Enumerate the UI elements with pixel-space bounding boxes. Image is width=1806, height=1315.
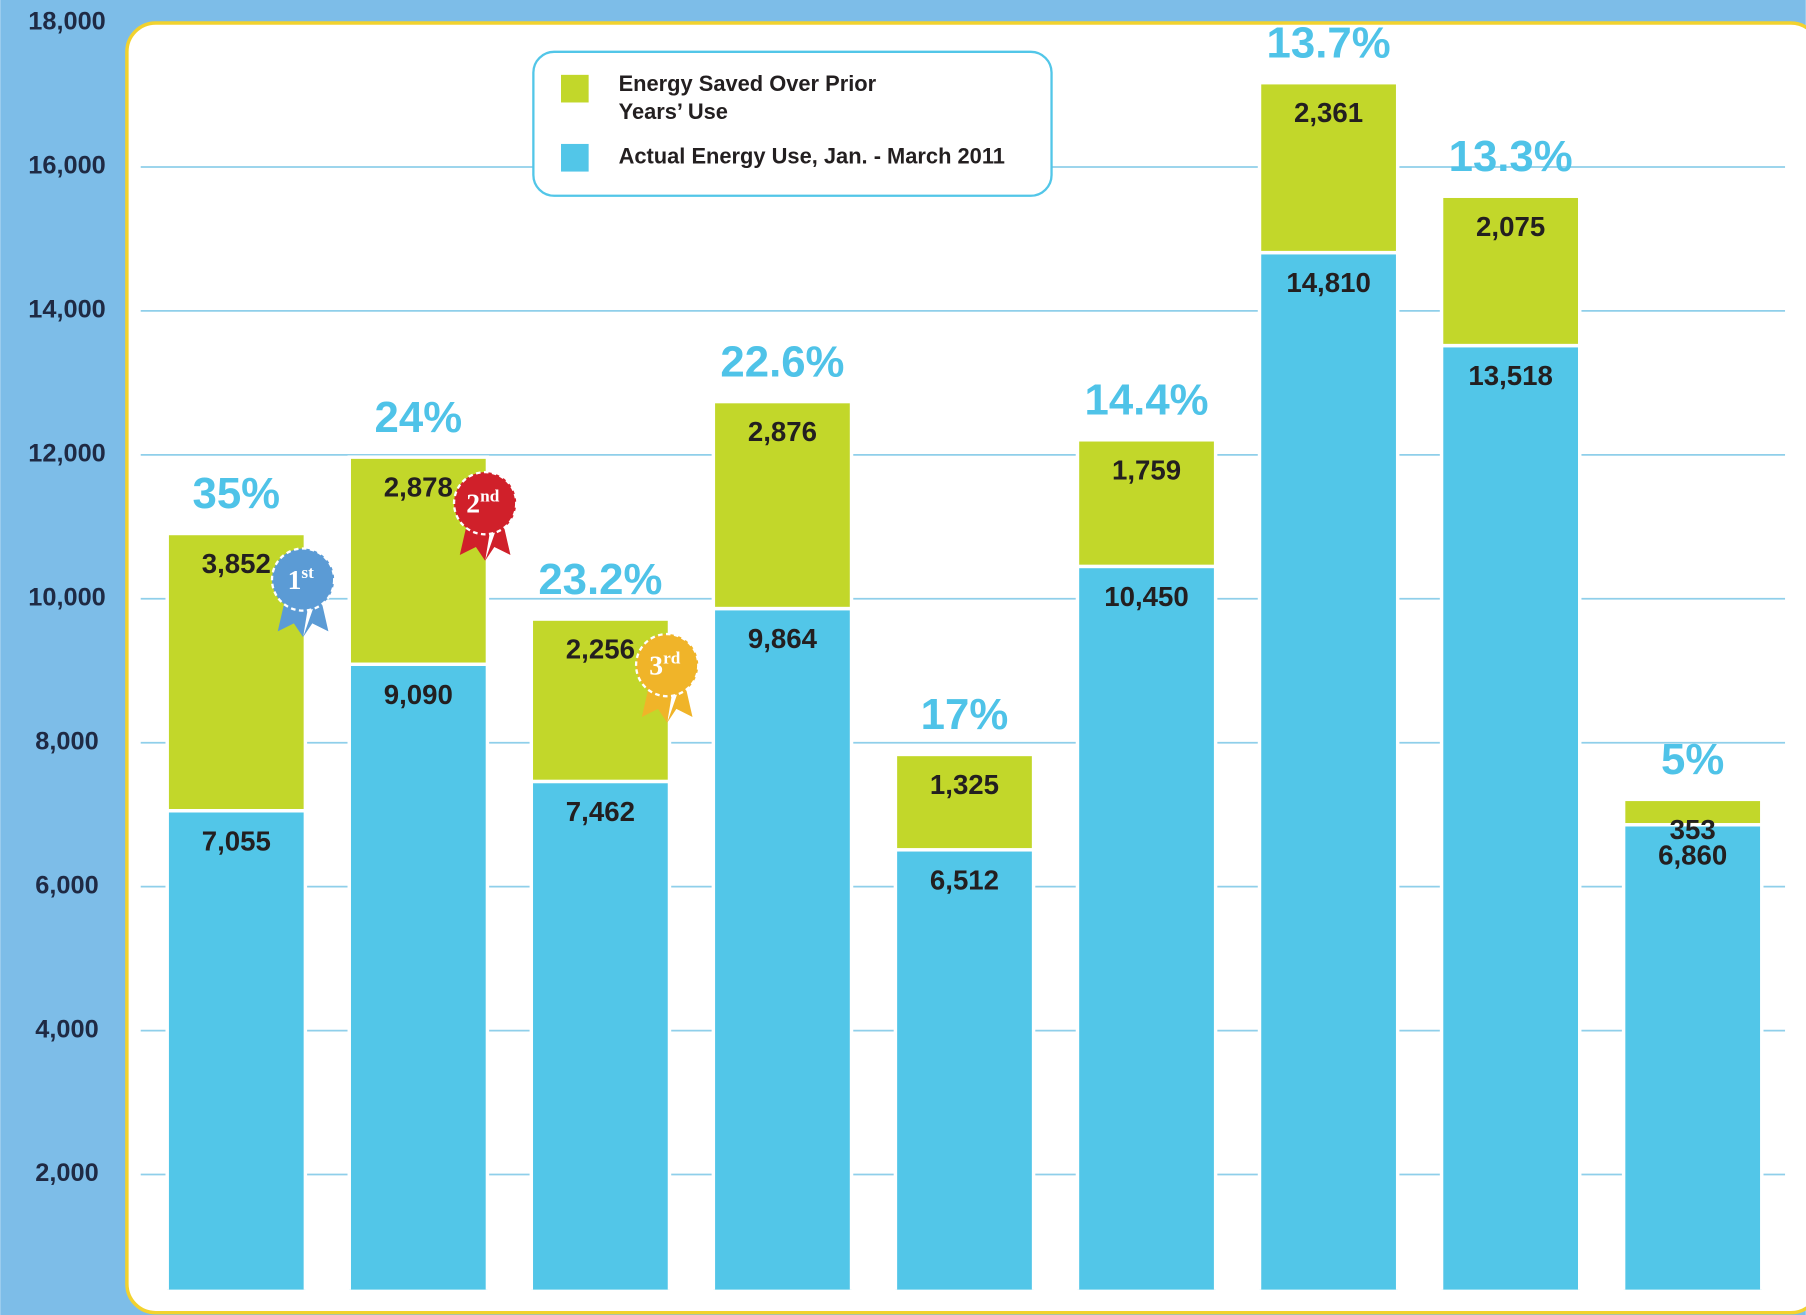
bar-segment	[1621, 797, 1764, 827]
y-tick-label: 8,000	[35, 727, 98, 755]
value-label: 2,878	[384, 472, 453, 503]
ribbon-rank: 3	[649, 650, 663, 681]
ribbon-label: 1st	[288, 563, 315, 596]
ribbon-medal	[634, 632, 700, 698]
value-label: 10,450	[1104, 581, 1189, 612]
value-label: 6,512	[930, 864, 999, 895]
ribbon-label: 3rd	[649, 648, 680, 681]
y-tick-label: 4,000	[35, 1015, 98, 1043]
value-label: 2,361	[1294, 97, 1363, 128]
y-tick-label: 2,000	[35, 1159, 98, 1187]
legend-label: Actual Energy Use, Jan. - March 2011	[619, 144, 1005, 169]
bar-segment	[1257, 80, 1400, 255]
ribbon-rank: 2	[466, 488, 480, 519]
percent-label: 22.6%	[720, 337, 844, 386]
value-label: 1,759	[1112, 454, 1181, 485]
y-tick-label: 6,000	[35, 871, 98, 899]
bar-segment	[165, 808, 308, 1290]
ribbon-label: 2nd	[466, 486, 499, 519]
value-label: 3,852	[202, 548, 271, 579]
ribbon-suffix: nd	[480, 486, 500, 505]
ribbon-rank: 1	[288, 564, 302, 595]
percent-label: 24%	[375, 393, 463, 442]
percent-label: 14.4%	[1085, 376, 1209, 425]
legend-box	[532, 50, 1053, 197]
bar-segment	[1075, 564, 1218, 1290]
bar-segment	[711, 399, 854, 611]
bar-segment	[1621, 823, 1764, 1290]
bar-segment	[1439, 194, 1582, 348]
value-label: 7,462	[566, 796, 635, 827]
percent-label: 13.3%	[1449, 132, 1573, 181]
ribbon-suffix: st	[301, 563, 314, 582]
bar-segment	[529, 779, 672, 1290]
y-tick-label: 12,000	[28, 440, 105, 468]
percent-label: 35%	[192, 469, 280, 518]
ribbon-medal	[452, 470, 518, 536]
bar-segment	[1439, 343, 1582, 1290]
y-tick-label: 10,000	[28, 583, 105, 611]
bars: 7,055 3,852 9,090 2,878 7,462 2,256 9,864 2,876…	[165, 80, 1764, 1290]
bar-segment	[893, 848, 1036, 1290]
value-label: 2,075	[1476, 211, 1545, 242]
ribbon: 3rd	[634, 632, 700, 723]
bar-segment	[1257, 250, 1400, 1290]
legend-line: Years’ Use	[619, 99, 728, 124]
bar-segment	[893, 752, 1036, 852]
percent-label: 17%	[921, 690, 1009, 739]
percent-label: 23.2%	[538, 555, 662, 604]
value-label: 9,864	[748, 623, 818, 654]
legend: Energy Saved Over Prior Years’ Use Actual …	[532, 50, 1053, 197]
ribbon: 1st	[270, 547, 336, 638]
value-label: 2,256	[566, 634, 635, 665]
value-label: 353	[1670, 814, 1716, 845]
value-label: 6,860	[1658, 839, 1727, 870]
percent-label: 5%	[1661, 735, 1724, 784]
y-tick-label: 14,000	[28, 296, 105, 324]
value-label: 9,090	[384, 679, 453, 710]
bar-segment	[1075, 438, 1218, 569]
legend-swatch	[561, 74, 589, 103]
y-tick-label: 18,000	[28, 8, 105, 36]
percent-label: 13.7%	[1267, 18, 1391, 67]
ribbon-suffix: rd	[663, 648, 681, 667]
value-label: 1,325	[930, 769, 999, 800]
value-label: 13,518	[1468, 360, 1553, 391]
bar-segment	[711, 606, 854, 1290]
legend-swatch	[561, 143, 589, 172]
y-tick-label: 16,000	[28, 152, 105, 180]
ribbon-medal	[270, 547, 336, 612]
legend-line: Energy Saved Over Prior	[619, 71, 877, 96]
value-label: 2,876	[748, 416, 817, 447]
bar-segment	[347, 662, 490, 1290]
legend-label: Energy Saved Over Prior Years’ Use	[619, 71, 877, 124]
value-label: 7,055	[202, 825, 271, 856]
value-label: 14,810	[1286, 267, 1371, 298]
ribbon: 2nd	[452, 470, 518, 561]
